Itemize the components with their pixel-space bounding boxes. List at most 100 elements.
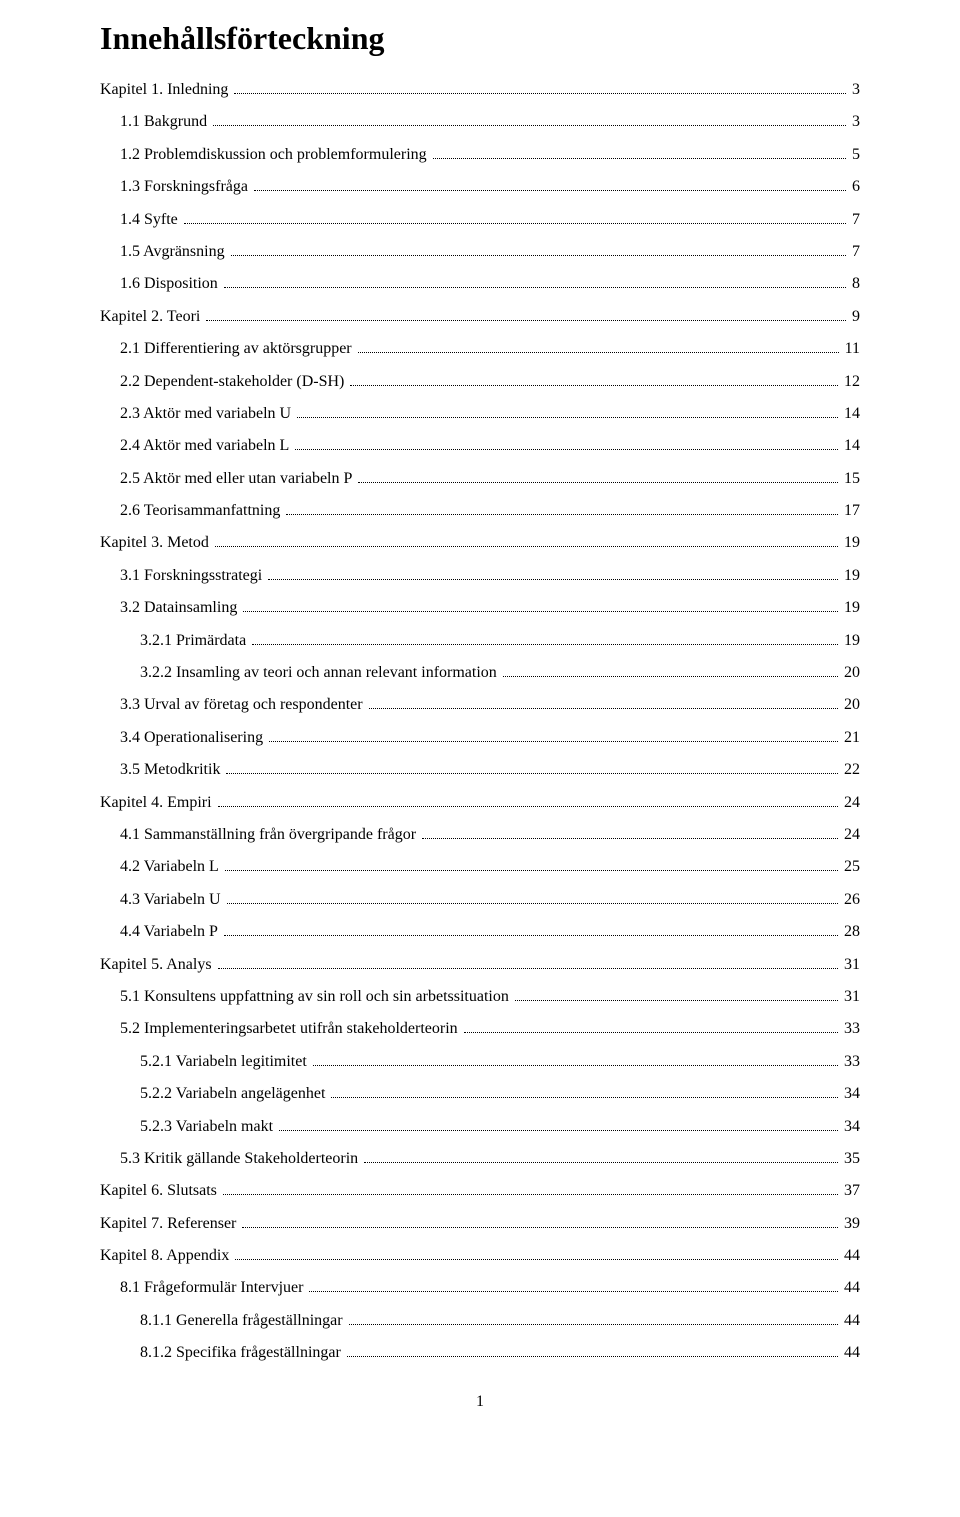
toc-entry: 5.2.2 Variabeln angelägenhet 34 xyxy=(100,1085,860,1103)
toc-leader-dots xyxy=(297,406,838,418)
toc-entry-page: 21 xyxy=(842,729,860,747)
toc-entry-label: Kapitel 3. Metod xyxy=(100,534,211,552)
toc-entry: 4.1 Sammanställning från övergripande fr… xyxy=(100,826,860,844)
toc-entry-label: 8.1 Frågeformulär Intervjuer xyxy=(120,1279,305,1297)
toc-entry: 3.1 Forskningsstrategi 19 xyxy=(100,567,860,585)
toc-entry-label: 1.4 Syfte xyxy=(120,211,180,229)
toc-leader-dots xyxy=(309,1280,838,1292)
toc-entry: 8.1.1 Generella frågeställningar 44 xyxy=(100,1312,860,1330)
toc-entry-label: 3.5 Metodkritik xyxy=(120,761,222,779)
toc-entry-label: 3.3 Urval av företag och respondenter xyxy=(120,696,365,714)
toc-entry-page: 3 xyxy=(850,113,860,131)
toc-leader-dots xyxy=(369,697,838,709)
toc-entry-page: 6 xyxy=(850,178,860,196)
toc-entry-label: 5.2.1 Variabeln legitimitet xyxy=(140,1053,309,1071)
toc-entry-page: 39 xyxy=(842,1215,860,1233)
toc-entry: Kapitel 8. Appendix 44 xyxy=(100,1247,860,1265)
toc-entry-page: 19 xyxy=(842,599,860,617)
toc-leader-dots xyxy=(286,503,838,515)
toc-entry-page: 11 xyxy=(843,340,860,358)
toc-entry-page: 22 xyxy=(842,761,860,779)
toc-entry-page: 5 xyxy=(850,146,860,164)
toc-entry-label: 4.3 Variabeln U xyxy=(120,891,223,909)
toc-entry-label: Kapitel 5. Analys xyxy=(100,956,214,974)
toc-entry-label: 5.1 Konsultens uppfattning av sin roll o… xyxy=(120,988,511,1006)
toc-entry: 1.1 Bakgrund 3 xyxy=(100,113,860,131)
toc-entry-page: 9 xyxy=(850,308,860,326)
toc-entry-page: 33 xyxy=(842,1053,860,1071)
toc-entry: 1.2 Problemdiskussion och problemformule… xyxy=(100,146,860,164)
toc-entry: Kapitel 3. Metod 19 xyxy=(100,534,860,552)
toc-entry-label: 1.3 Forskningsfråga xyxy=(120,178,250,196)
toc-entry-page: 44 xyxy=(842,1344,860,1362)
toc-entry: 3.4 Operationalisering 21 xyxy=(100,729,860,747)
toc-entry: 2.5 Aktör med eller utan variabeln P 15 xyxy=(100,470,860,488)
toc-entry-label: 8.1.2 Specifika frågeställningar xyxy=(140,1344,343,1362)
toc-entry-page: 31 xyxy=(842,956,860,974)
toc-leader-dots xyxy=(206,309,846,321)
toc-entry-label: 5.2.3 Variabeln makt xyxy=(140,1118,275,1136)
toc-entry: 1.3 Forskningsfråga 6 xyxy=(100,178,860,196)
toc-entry: Kapitel 2. Teori 9 xyxy=(100,308,860,326)
toc-entry: 2.3 Aktör med variabeln U 14 xyxy=(100,405,860,423)
toc-leader-dots xyxy=(503,665,838,677)
toc-entry-page: 34 xyxy=(842,1118,860,1136)
toc-entry-page: 28 xyxy=(842,923,860,941)
toc-leader-dots xyxy=(224,924,838,936)
toc-leader-dots xyxy=(184,211,846,223)
toc-entry: 3.3 Urval av företag och respondenter 20 xyxy=(100,696,860,714)
toc-entry-label: 4.2 Variabeln L xyxy=(120,858,221,876)
toc-entry-page: 8 xyxy=(850,275,860,293)
toc-leader-dots xyxy=(218,956,838,968)
toc-entry: 5.2.1 Variabeln legitimitet 33 xyxy=(100,1053,860,1071)
document-page: Innehållsförteckning Kapitel 1. Inlednin… xyxy=(0,0,960,1451)
toc-leader-dots xyxy=(347,1345,838,1357)
toc-leader-dots xyxy=(223,1183,838,1195)
toc-leader-dots xyxy=(364,1151,838,1163)
toc-leader-dots xyxy=(226,762,838,774)
toc-entry-page: 7 xyxy=(850,243,860,261)
toc-leader-dots xyxy=(231,244,846,256)
toc-entry-label: 2.5 Aktör med eller utan variabeln P xyxy=(120,470,354,488)
toc-entry-label: 1.1 Bakgrund xyxy=(120,113,209,131)
toc-leader-dots xyxy=(433,147,846,159)
toc-entry-label: 3.2.2 Insamling av teori och annan relev… xyxy=(140,664,499,682)
toc-leader-dots xyxy=(268,568,838,580)
toc-entry: 5.1 Konsultens uppfattning av sin roll o… xyxy=(100,988,860,1006)
toc-entry-page: 14 xyxy=(842,405,860,423)
toc-entry: 8.1.2 Specifika frågeställningar 44 xyxy=(100,1344,860,1362)
toc-leader-dots xyxy=(269,730,838,742)
toc-leader-dots xyxy=(358,471,838,483)
toc-entry: Kapitel 6. Slutsats 37 xyxy=(100,1182,860,1200)
toc-entry-label: 3.1 Forskningsstrategi xyxy=(120,567,264,585)
toc-entry-page: 34 xyxy=(842,1085,860,1103)
toc-entry-label: 2.3 Aktör med variabeln U xyxy=(120,405,293,423)
table-of-contents: Kapitel 1. Inledning 3 1.1 Bakgrund 3 1.2 … xyxy=(100,81,860,1363)
toc-entry-label: 2.6 Teorisammanfattning xyxy=(120,502,282,520)
toc-entry-label: 1.5 Avgränsning xyxy=(120,243,227,261)
toc-entry-label: 8.1.1 Generella frågeställningar xyxy=(140,1312,345,1330)
toc-entry: 5.2 Implementeringsarbetet utifrån stake… xyxy=(100,1020,860,1038)
toc-leader-dots xyxy=(350,373,838,385)
toc-entry-label: 5.3 Kritik gällande Stakeholderteorin xyxy=(120,1150,360,1168)
toc-entry-page: 3 xyxy=(850,81,860,99)
toc-entry-page: 44 xyxy=(842,1312,860,1330)
toc-leader-dots xyxy=(331,1086,838,1098)
toc-entry-page: 33 xyxy=(842,1020,860,1038)
toc-entry: Kapitel 7. Referenser 39 xyxy=(100,1215,860,1233)
toc-entry: 1.6 Disposition 8 xyxy=(100,275,860,293)
toc-entry-page: 19 xyxy=(842,534,860,552)
toc-entry-page: 37 xyxy=(842,1182,860,1200)
toc-leader-dots xyxy=(215,535,838,547)
toc-entry: Kapitel 1. Inledning 3 xyxy=(100,81,860,99)
toc-leader-dots xyxy=(243,600,838,612)
toc-entry-label: 2.2 Dependent-stakeholder (D-SH) xyxy=(120,373,346,391)
toc-entry-label: Kapitel 6. Slutsats xyxy=(100,1182,219,1200)
toc-entry: 4.4 Variabeln P 28 xyxy=(100,923,860,941)
toc-entry-page: 31 xyxy=(842,988,860,1006)
toc-entry-page: 44 xyxy=(842,1279,860,1297)
toc-entry-page: 44 xyxy=(842,1247,860,1265)
toc-entry: 4.2 Variabeln L 25 xyxy=(100,858,860,876)
toc-entry-page: 25 xyxy=(842,858,860,876)
toc-entry: 2.4 Aktör med variabeln L 14 xyxy=(100,437,860,455)
